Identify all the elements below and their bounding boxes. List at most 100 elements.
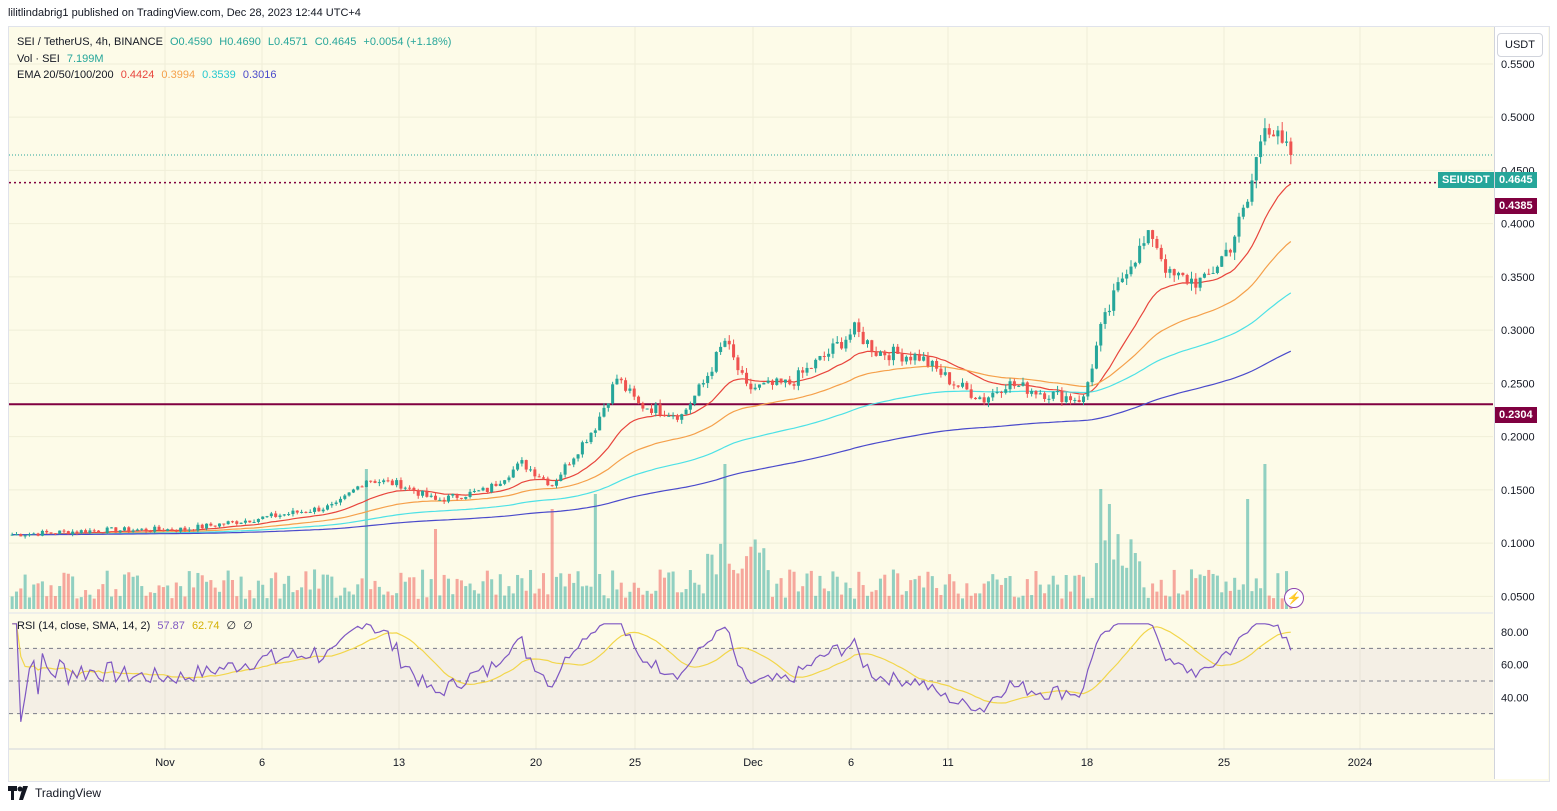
volume-bar — [792, 571, 796, 609]
candle-body — [425, 490, 429, 497]
candle-body — [865, 340, 870, 345]
time-tick-label: 13 — [393, 757, 405, 769]
volume-bar — [883, 574, 887, 609]
candle-body — [714, 352, 718, 372]
volume-bar — [218, 591, 222, 609]
volume-label[interactable]: Vol · SEI — [17, 53, 60, 65]
volume-bar — [533, 593, 537, 609]
time-axis: Nov 6 13 20 25 Dec 6 11 18 25 2024 — [155, 757, 1372, 769]
volume-bar — [926, 571, 930, 609]
candle-body — [127, 527, 131, 532]
volume-bar — [494, 594, 498, 609]
candle-body — [749, 383, 753, 390]
candle-body — [559, 474, 563, 481]
candle-body — [455, 493, 459, 498]
volume-bar — [801, 586, 805, 609]
volume-bar — [948, 574, 952, 609]
rsi-band — [9, 648, 1493, 714]
candle-body — [667, 415, 671, 417]
volume-bar — [1012, 596, 1016, 609]
volume-bar — [658, 569, 662, 609]
volume-bar — [706, 553, 710, 609]
ema-label[interactable]: EMA 20/50/100/200 — [17, 69, 114, 81]
brand-footer[interactable]: TradingView — [8, 786, 101, 800]
volume-bar — [814, 595, 818, 609]
volume-bar — [606, 598, 610, 609]
candle-body — [1181, 272, 1185, 276]
volume-bar — [697, 584, 701, 609]
volume-bar — [645, 590, 649, 609]
candle-body — [10, 534, 14, 536]
volume-bar — [952, 581, 956, 609]
volume-bar — [1112, 559, 1116, 609]
volume-bar — [179, 586, 183, 609]
candle-body — [317, 507, 321, 512]
candle-body — [615, 378, 619, 385]
volume-bar — [304, 571, 308, 609]
rsi-value: 57.87 — [157, 620, 185, 632]
change-value: +0.0054 (+1.18%) — [363, 36, 452, 48]
volume-bar — [511, 593, 515, 609]
volume-bar — [1030, 595, 1034, 609]
currency-button[interactable]: USDT — [1497, 33, 1543, 57]
ema100-value: 0.3539 — [202, 69, 236, 81]
symbol-name[interactable]: SEI / TetherUS, 4h, BINANCE — [17, 36, 163, 48]
candle-body — [896, 346, 900, 354]
volume-bar — [230, 579, 234, 609]
volume-bar — [205, 581, 209, 609]
candle-body — [481, 487, 485, 491]
candle-body — [1008, 381, 1012, 390]
candle-body — [1159, 247, 1163, 260]
volume-legend: Vol · SEI 7.199M — [17, 53, 108, 65]
candle-body — [680, 414, 684, 420]
volume-bar — [809, 570, 813, 609]
candle-body — [598, 416, 602, 431]
candle-body — [762, 382, 766, 385]
volume-bar — [788, 569, 792, 609]
candle-body — [1246, 201, 1250, 208]
candle-body — [688, 404, 692, 410]
volume-bar — [416, 598, 420, 609]
candle-body — [740, 370, 744, 373]
volume-bar — [377, 586, 381, 609]
volume-bar — [101, 584, 105, 609]
candle-body — [658, 404, 662, 416]
candle-body — [641, 402, 645, 409]
candle-body — [36, 533, 40, 536]
volume-bar — [611, 570, 615, 609]
candle-body — [693, 395, 697, 405]
volume-bar — [295, 590, 299, 609]
volume-bar — [878, 578, 882, 609]
volume-bar — [153, 592, 157, 609]
candle-body — [53, 533, 57, 535]
candle-body — [295, 510, 299, 513]
candle-body — [783, 379, 787, 383]
candle-body — [991, 392, 995, 398]
candle-body — [1207, 273, 1211, 275]
candle-body — [477, 490, 481, 492]
volume-bar — [844, 582, 848, 609]
volume-bar — [1151, 583, 1155, 609]
volume-bar — [325, 574, 330, 609]
flash-icon[interactable]: ⚡ — [1284, 588, 1304, 608]
candle-body — [79, 530, 83, 533]
candle-body — [343, 495, 347, 499]
volume-bar — [1202, 575, 1206, 609]
volume-bar — [939, 594, 943, 609]
candle-body — [1107, 310, 1111, 313]
volume-bar — [338, 595, 342, 609]
candle-body — [710, 371, 714, 376]
rsi-label[interactable]: RSI (14, close, SMA, 14, 2) — [17, 620, 151, 632]
candle-body — [1047, 398, 1051, 400]
candle-body — [524, 460, 528, 470]
price-scale[interactable] — [1494, 27, 1548, 779]
candle-body — [961, 382, 965, 387]
volume-bar — [477, 593, 481, 609]
volume-bar — [1021, 595, 1025, 609]
volume-bar — [563, 586, 567, 609]
candle-body — [1263, 128, 1267, 142]
volume-bar — [870, 591, 874, 609]
volume-bar — [464, 586, 468, 609]
time-tick-label: Dec — [743, 757, 763, 769]
